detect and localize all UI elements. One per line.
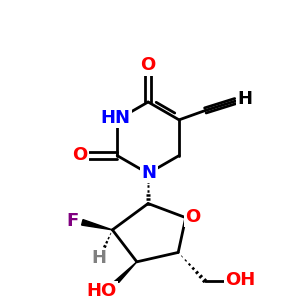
Text: H: H bbox=[92, 249, 107, 267]
Polygon shape bbox=[111, 262, 137, 288]
Text: O: O bbox=[186, 208, 201, 226]
Text: HN: HN bbox=[100, 109, 130, 127]
Text: H: H bbox=[237, 90, 252, 108]
Text: OH: OH bbox=[225, 271, 255, 289]
Text: F: F bbox=[67, 212, 79, 230]
Polygon shape bbox=[82, 220, 112, 230]
Text: HO: HO bbox=[86, 282, 116, 300]
Text: O: O bbox=[72, 146, 87, 164]
Text: O: O bbox=[140, 56, 156, 74]
Text: N: N bbox=[142, 164, 157, 181]
